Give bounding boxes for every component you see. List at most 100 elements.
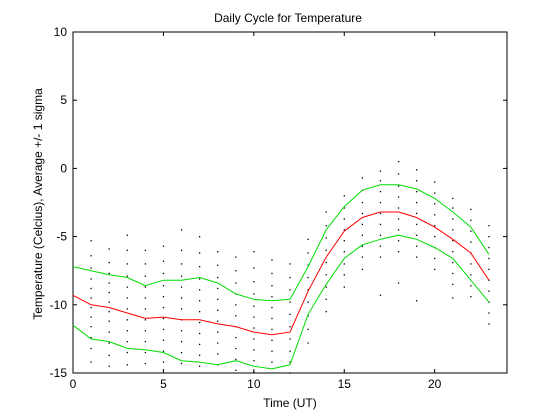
data-point bbox=[379, 170, 382, 172]
y-tick-label: 10 bbox=[54, 25, 68, 39]
data-point bbox=[180, 308, 183, 310]
data-point bbox=[452, 261, 454, 264]
data-point bbox=[180, 341, 183, 343]
series-line-average bbox=[72, 211, 490, 336]
data-point bbox=[307, 342, 309, 344]
data-point bbox=[434, 214, 436, 216]
data-point bbox=[307, 238, 309, 241]
data-point bbox=[452, 197, 454, 200]
data-point bbox=[108, 354, 110, 356]
data-point bbox=[325, 261, 327, 264]
data-point bbox=[343, 251, 345, 253]
data-point bbox=[452, 272, 454, 275]
plot-area: 0 5 10 15 20 -15 -10 -5 0 5 10 bbox=[50, 25, 508, 391]
data-point bbox=[415, 212, 418, 215]
data-point bbox=[415, 169, 418, 171]
data-point bbox=[217, 342, 219, 344]
data-point bbox=[253, 316, 255, 318]
data-point bbox=[397, 160, 400, 163]
data-point bbox=[90, 326, 92, 328]
data-point bbox=[379, 201, 382, 204]
data-point bbox=[271, 296, 273, 298]
data-point bbox=[126, 275, 128, 277]
data-point bbox=[488, 301, 490, 303]
data-point bbox=[361, 268, 364, 271]
data-point bbox=[162, 272, 165, 275]
data-point bbox=[325, 249, 327, 251]
data-point bbox=[271, 272, 273, 275]
data-point bbox=[253, 305, 255, 307]
data-point bbox=[289, 372, 291, 374]
data-point bbox=[289, 289, 291, 291]
data-point bbox=[180, 362, 183, 365]
data-point bbox=[90, 278, 92, 280]
data-point bbox=[397, 251, 400, 253]
data-point bbox=[198, 289, 201, 291]
data-point bbox=[180, 263, 183, 265]
data-point bbox=[325, 237, 327, 239]
data-point bbox=[271, 285, 273, 287]
data-point bbox=[198, 252, 201, 254]
data-point bbox=[361, 223, 364, 226]
data-point bbox=[235, 315, 237, 317]
x-tick-label: 0 bbox=[70, 377, 77, 391]
data-point bbox=[343, 240, 345, 242]
data-point bbox=[217, 309, 219, 311]
data-point bbox=[126, 234, 128, 236]
data-point bbox=[325, 225, 327, 227]
data-point bbox=[289, 361, 291, 363]
data-point bbox=[415, 245, 418, 247]
data-point bbox=[253, 327, 255, 329]
data-point bbox=[126, 341, 128, 343]
chart-title: Daily Cycle for Temperature bbox=[214, 11, 362, 25]
data-point bbox=[235, 336, 237, 339]
data-point bbox=[90, 336, 92, 339]
data-point bbox=[397, 196, 400, 198]
data-point bbox=[90, 316, 92, 318]
data-point bbox=[180, 330, 183, 332]
data-point bbox=[434, 203, 436, 205]
data-point bbox=[415, 180, 418, 182]
data-point bbox=[108, 282, 110, 284]
data-point bbox=[470, 296, 472, 298]
data-point bbox=[162, 350, 165, 352]
data-point bbox=[343, 195, 345, 197]
data-point bbox=[271, 259, 273, 261]
data-point bbox=[325, 298, 327, 301]
data-point bbox=[379, 256, 382, 258]
data-point bbox=[108, 320, 110, 322]
y-tick-label: -10 bbox=[50, 298, 68, 312]
data-point bbox=[289, 338, 291, 340]
data-point bbox=[90, 306, 92, 309]
data-point bbox=[361, 245, 364, 247]
data-point bbox=[289, 350, 291, 352]
data-point bbox=[198, 365, 201, 367]
data-point bbox=[397, 218, 400, 220]
data-point bbox=[90, 297, 92, 299]
data-point bbox=[307, 328, 309, 331]
data-point bbox=[379, 294, 382, 296]
data-point bbox=[452, 240, 454, 242]
data-point bbox=[126, 308, 128, 310]
data-point bbox=[144, 275, 147, 277]
data-point bbox=[108, 331, 110, 333]
data-point bbox=[144, 286, 147, 288]
data-point bbox=[361, 177, 364, 179]
data-point bbox=[217, 251, 219, 253]
data-point bbox=[180, 297, 183, 299]
data-point bbox=[289, 263, 291, 265]
data-point bbox=[289, 326, 291, 328]
data-point bbox=[434, 257, 436, 260]
data-point bbox=[397, 229, 400, 231]
data-point bbox=[307, 276, 309, 279]
data-point bbox=[452, 283, 454, 286]
data-point bbox=[434, 268, 436, 271]
data-point bbox=[126, 330, 128, 332]
data-point bbox=[217, 287, 219, 290]
y-tick-label: 5 bbox=[60, 93, 67, 107]
data-point bbox=[470, 219, 472, 221]
series-line-sigma bbox=[72, 184, 490, 302]
x-tick-label: 15 bbox=[338, 377, 352, 391]
data-point bbox=[162, 306, 165, 309]
